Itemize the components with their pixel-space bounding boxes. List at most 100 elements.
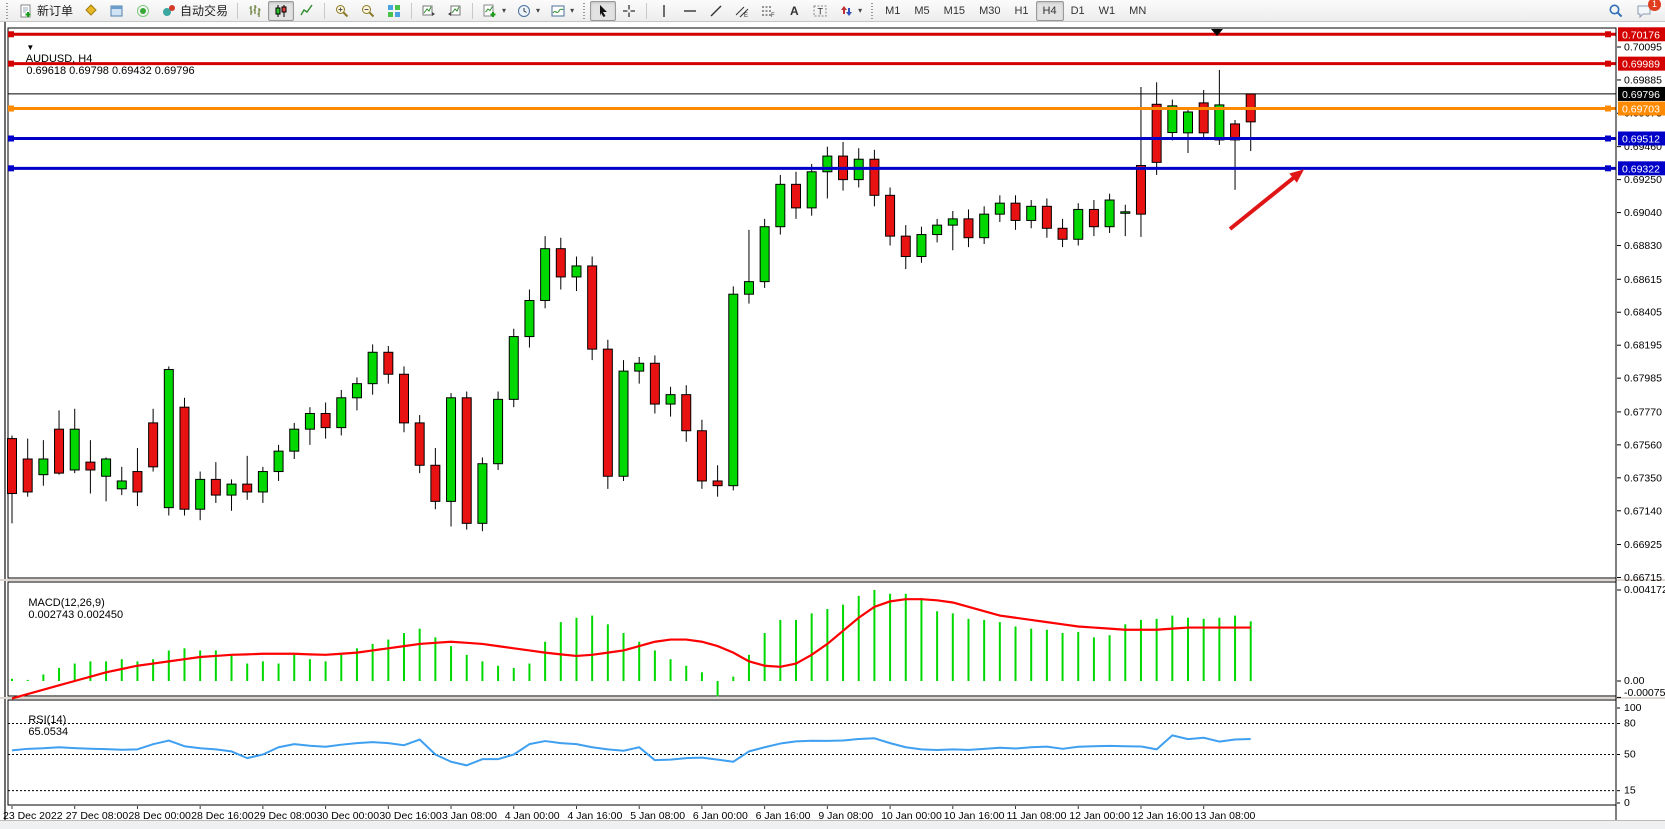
arrange-charts-button[interactable] [416, 1, 442, 21]
timeframe-button-mn[interactable]: MN [1129, 4, 1147, 17]
timeframe-button-m1[interactable]: M1 [885, 4, 901, 17]
time-tick-label: 28 Dec 16:00 [191, 810, 254, 822]
line-handle[interactable] [1605, 60, 1611, 67]
search-button[interactable] [1603, 1, 1629, 21]
zoom-in-button[interactable] [329, 1, 355, 21]
candle-body [195, 478, 206, 510]
time-axis[interactable]: 23 Dec 2022 27 Dec 08:00 28 Dec 00:00 28 De… [3, 28, 1617, 822]
candle-body [320, 412, 331, 429]
candle-body [634, 362, 645, 372]
auto-trading-button[interactable]: 自动交易 [156, 1, 233, 21]
tile-windows-button[interactable] [381, 1, 407, 21]
candle-body [555, 248, 566, 278]
line-handle[interactable] [8, 31, 14, 38]
svg-text:0.69703: 0.69703 [1622, 104, 1660, 116]
line-chart-button[interactable] [294, 1, 320, 21]
timeframe-button-m30[interactable]: M30 [979, 4, 1001, 17]
svg-text:0.69989: 0.69989 [1622, 59, 1660, 71]
shapes-button[interactable]: ▾ [833, 1, 867, 21]
cursor-button[interactable] [590, 0, 617, 21]
line-handle[interactable] [8, 135, 14, 142]
pane-separator[interactable] [0, 697, 1665, 699]
rsi-tick-label: 80 [1624, 718, 1636, 730]
zoom-out-button[interactable] [355, 1, 381, 21]
price-axis[interactable]: 0.700950.698850.696730.694600.692500.690… [1617, 42, 1662, 584]
broadcast-button[interactable] [130, 1, 156, 21]
price-tick-label: 0.67985 [1624, 373, 1662, 385]
pane-separator[interactable] [0, 579, 1665, 581]
data-window-button[interactable] [104, 1, 130, 21]
bar-chart-button[interactable] [242, 1, 268, 21]
candle-body [963, 218, 974, 239]
trendline-icon [710, 5, 722, 16]
line-handle[interactable] [8, 60, 14, 67]
trendline-button[interactable] [703, 1, 729, 21]
rsi-pane[interactable] [7, 699, 1617, 806]
candle-body [148, 422, 159, 468]
price-tick-label: 0.70095 [1624, 42, 1662, 54]
candle-body [242, 483, 253, 493]
time-tick-label: 28 Dec 00:00 [128, 810, 191, 822]
candle-body [132, 471, 143, 493]
time-tick-label: 10 Jan 00:00 [881, 810, 942, 822]
candlestick-chart-button[interactable] [268, 0, 295, 21]
notifications-button[interactable]: 1 [1631, 0, 1661, 21]
dropdown-caret-icon: ▾ [570, 6, 575, 15]
line-handle[interactable] [8, 105, 14, 112]
vertical-line-button[interactable] [651, 1, 677, 21]
clock-icon [518, 4, 531, 17]
timeframe-button-w1[interactable]: W1 [1098, 4, 1116, 17]
svg-text:E: E [744, 13, 748, 19]
candle-body [947, 218, 958, 226]
price-tick-label: 0.68405 [1624, 307, 1662, 319]
template-menu-button[interactable]: ▾ [545, 1, 579, 21]
add-indicator-button[interactable]: ▾ [477, 1, 511, 21]
text-button[interactable]: A [781, 1, 807, 21]
market-watch-button[interactable] [78, 1, 104, 21]
symbol-dropdown-icon[interactable]: ▼ [26, 43, 35, 52]
fibonacci-button[interactable]: F [755, 1, 781, 21]
timeframe-button-d1[interactable]: D1 [1070, 4, 1085, 17]
time-tick-label: 30 Dec 00:00 [317, 810, 380, 822]
timeframes-menu-button[interactable]: ▾ [511, 1, 545, 21]
line-handle[interactable] [8, 165, 14, 172]
timeframe-button-m15[interactable]: M15 [943, 4, 966, 17]
hline-icon [684, 9, 697, 12]
chart-canvas[interactable]: 0.700950.698850.696730.694600.692500.690… [0, 22, 1665, 829]
main-pane[interactable] [7, 27, 1617, 579]
time-tick-label: 6 Jan 00:00 [693, 810, 748, 822]
macd-axis: 0.004172 0.00-0.000753 [1617, 584, 1665, 699]
price-tick-label: 0.66715 [1624, 572, 1662, 584]
horizontal-line-button[interactable] [677, 1, 703, 21]
line-handle[interactable] [1605, 31, 1611, 38]
candle-body [885, 194, 896, 237]
candle-body [163, 369, 174, 509]
timeframe-button-m5[interactable]: M5 [914, 4, 930, 17]
macd-signal-line [11, 598, 1251, 700]
line-handle[interactable] [1605, 105, 1611, 112]
dropdown-caret-icon: ▾ [858, 6, 863, 15]
timeframe-button-h1[interactable]: H1 [1014, 4, 1029, 17]
text-label-button[interactable]: T [807, 1, 833, 21]
line-chart-icon [300, 4, 313, 15]
trend-arrow[interactable] [1228, 173, 1299, 231]
new-order-button[interactable]: 新订单 [13, 1, 78, 21]
candle-body [916, 234, 927, 258]
candle-body [571, 265, 582, 278]
candle-body [728, 293, 739, 487]
time-tick-label: 23 Dec 2022 [3, 810, 63, 822]
line-handle[interactable] [1605, 165, 1611, 172]
candle-body [1120, 211, 1131, 214]
line-handle[interactable] [1605, 135, 1611, 142]
candle-body [1214, 104, 1225, 141]
time-tick-label: 3 Jan 08:00 [442, 810, 497, 822]
price-lines-layer[interactable] [8, 31, 1616, 172]
crosshair-button[interactable] [616, 1, 642, 21]
arrange-charts-alt-button[interactable] [442, 1, 468, 21]
price-level-badge: 0.69322 [1618, 161, 1665, 176]
timeframe-button-h4[interactable]: H4 [1035, 0, 1064, 21]
text-label-icon: T [813, 5, 827, 16]
channel-button[interactable]: E [729, 1, 755, 21]
candle-body [461, 397, 472, 524]
chart-shift-marker[interactable] [1211, 29, 1223, 36]
